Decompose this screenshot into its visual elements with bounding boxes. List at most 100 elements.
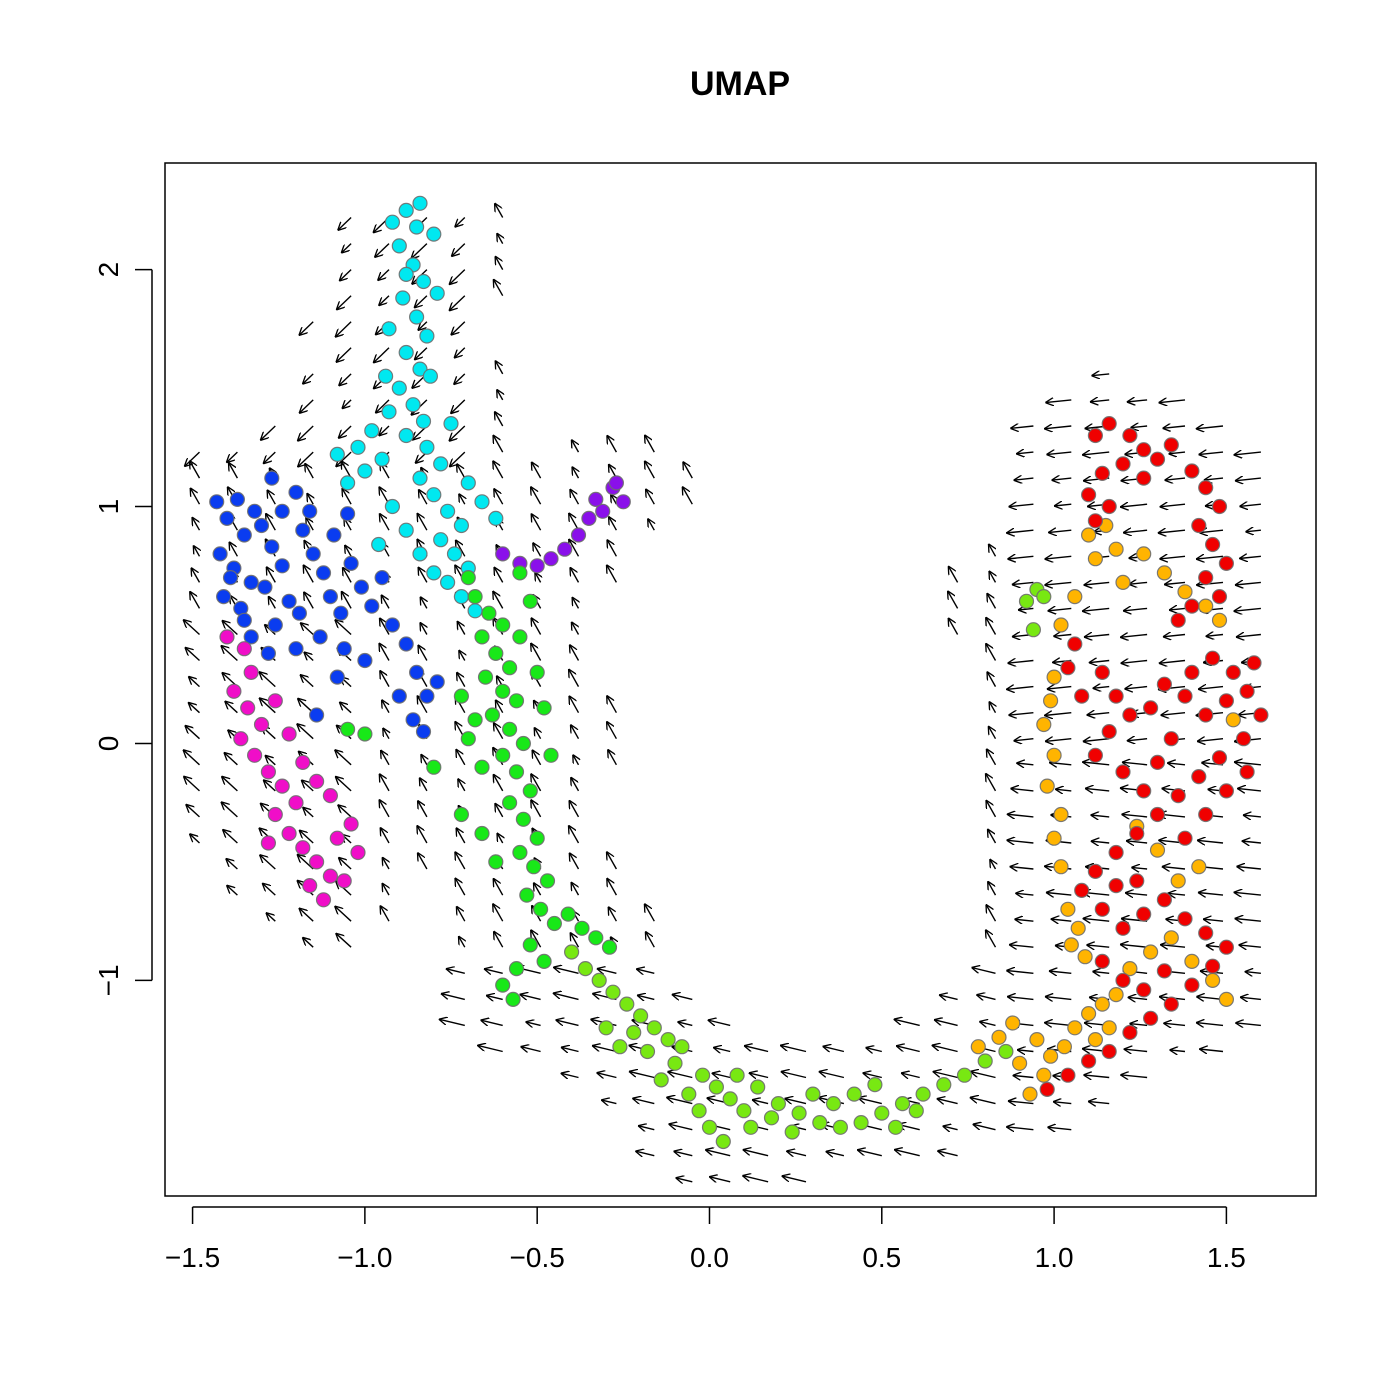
- data-point: [715, 1133, 731, 1150]
- data-point: [570, 527, 587, 543]
- data-point: [512, 565, 528, 581]
- velocity-arrow: [449, 269, 466, 285]
- data-point: [1163, 930, 1179, 946]
- velocity-arrow: [455, 852, 466, 870]
- velocity-arrow: [1206, 635, 1224, 637]
- data-point: [453, 588, 469, 605]
- data-point: [546, 915, 563, 932]
- data-point: [1101, 416, 1117, 432]
- velocity-arrow: [335, 906, 352, 922]
- velocity-arrow: [1163, 1023, 1186, 1025]
- velocity-arrow: [456, 749, 466, 766]
- data-point: [488, 645, 504, 662]
- data-point: [329, 446, 345, 462]
- velocity-arrow: [266, 513, 276, 531]
- velocity-arrow: [338, 857, 352, 870]
- data-point: [315, 892, 332, 908]
- data-point: [433, 456, 449, 472]
- velocity-arrow: [343, 567, 352, 583]
- velocity-arrow: [227, 885, 238, 896]
- velocity-arrow: [379, 799, 390, 818]
- velocity-arrow: [417, 513, 428, 531]
- velocity-arrow: [1013, 1075, 1034, 1077]
- velocity-arrow: [608, 749, 618, 766]
- velocity-arrow: [987, 672, 997, 687]
- velocity-arrow: [1016, 763, 1034, 765]
- data-point: [374, 451, 390, 467]
- data-point: [529, 664, 545, 681]
- data-point: [333, 605, 349, 621]
- velocity-arrow: [481, 1020, 503, 1025]
- velocity-arrow: [497, 233, 503, 244]
- velocity-arrow: [1120, 635, 1148, 638]
- data-point: [384, 617, 400, 633]
- velocity-arrow: [1163, 426, 1186, 428]
- velocity-arrow: [495, 361, 504, 375]
- velocity-arrow: [1204, 478, 1224, 480]
- data-point: [419, 439, 435, 455]
- data-point: [395, 290, 411, 306]
- velocity-arrow: [495, 411, 504, 427]
- velocity-arrow: [1196, 556, 1224, 559]
- velocity-arrow: [1160, 504, 1186, 507]
- velocity-arrow: [303, 565, 314, 583]
- data-point: [350, 439, 366, 455]
- data-point: [1025, 622, 1042, 638]
- data-point: [426, 759, 442, 775]
- data-point: [488, 854, 504, 870]
- data-point: [512, 629, 528, 645]
- velocity-arrow: [417, 825, 428, 844]
- data-point: [1198, 707, 1214, 723]
- velocity-arrow: [1045, 400, 1072, 403]
- velocity-arrow: [1234, 608, 1261, 611]
- velocity-arrow: [648, 519, 655, 531]
- velocity-arrow: [493, 904, 504, 922]
- velocity-arrow: [297, 724, 314, 740]
- data-point: [295, 522, 311, 538]
- velocity-arrow: [752, 1100, 769, 1104]
- data-point: [1005, 1015, 1021, 1031]
- velocity-arrow: [297, 425, 314, 441]
- data-point: [1253, 707, 1269, 723]
- velocity-arrow: [338, 216, 352, 231]
- velocity-arrow: [607, 540, 618, 557]
- data-point: [495, 747, 511, 763]
- velocity-arrow: [989, 571, 996, 583]
- data-point: [267, 693, 283, 709]
- velocity-arrow: [1159, 400, 1186, 403]
- velocity-arrow: [336, 933, 352, 948]
- velocity-arrow: [1159, 661, 1186, 664]
- data-point: [453, 806, 469, 823]
- data-point: [1163, 996, 1179, 1012]
- data-point: [474, 825, 490, 842]
- data-point: [1156, 892, 1173, 908]
- velocity-arrow: [345, 545, 351, 557]
- velocity-arrow: [441, 994, 465, 1001]
- velocity-arrow: [1203, 919, 1224, 921]
- data-point: [446, 546, 463, 562]
- velocity-arrow: [1091, 374, 1110, 376]
- velocity-arrow: [826, 1151, 845, 1155]
- data-point: [216, 588, 232, 605]
- data-point: [309, 854, 325, 870]
- velocity-arrow: [1121, 814, 1148, 817]
- data-point: [956, 1067, 973, 1083]
- velocity-arrow: [572, 467, 579, 479]
- data-point: [484, 707, 500, 723]
- data-point: [1108, 541, 1124, 557]
- data-point: [1184, 664, 1200, 681]
- data-point: [812, 1114, 828, 1131]
- velocity-arrow: [259, 698, 276, 714]
- data-point: [312, 629, 328, 645]
- data-point: [302, 877, 318, 894]
- velocity-arrow: [534, 727, 540, 740]
- data-point: [305, 546, 321, 562]
- data-point: [1094, 901, 1110, 917]
- data-point: [867, 1076, 883, 1093]
- velocity-arrow: [454, 373, 466, 385]
- data-point: [219, 629, 235, 645]
- data-point: [460, 731, 476, 747]
- data-point: [1142, 1010, 1159, 1026]
- data-point: [1087, 863, 1104, 880]
- x-tick-label: 0.5: [862, 1242, 901, 1273]
